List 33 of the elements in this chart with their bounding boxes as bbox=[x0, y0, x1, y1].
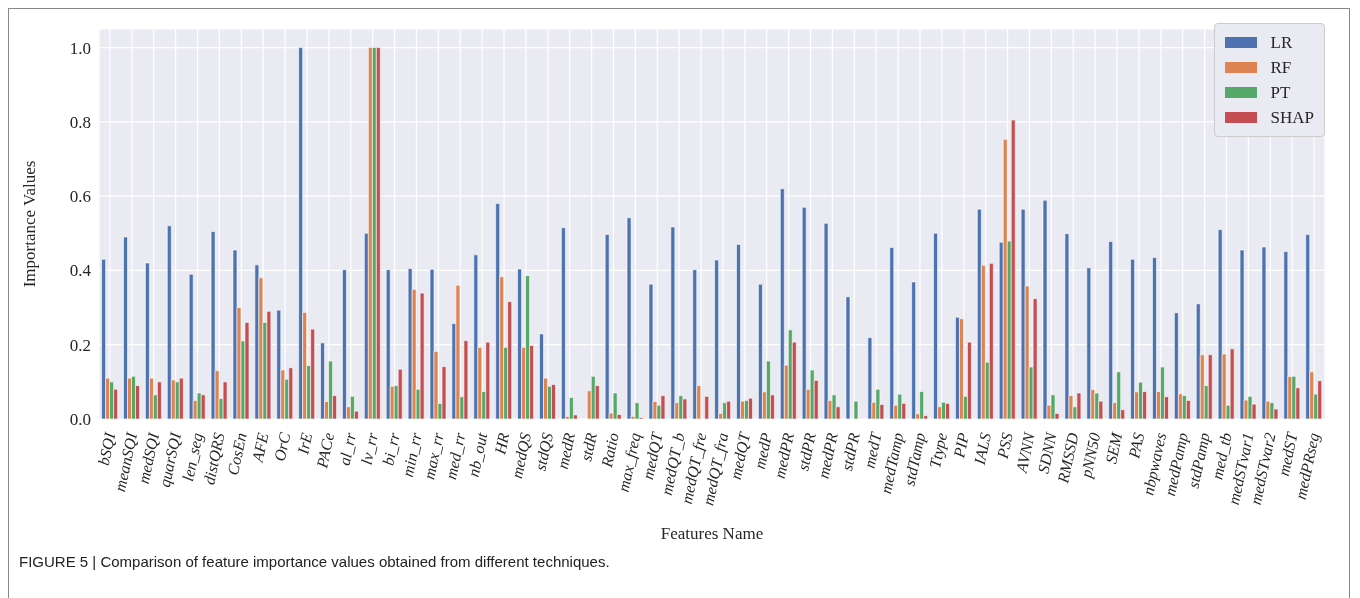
x-tick-label: pNN50 bbox=[1077, 431, 1105, 481]
legend-label: SHAP bbox=[1270, 107, 1314, 128]
y-tick-label: 0.8 bbox=[69, 112, 91, 132]
x-tick-label: SEM bbox=[1102, 429, 1126, 466]
y-tick-label: 0.6 bbox=[69, 187, 91, 207]
x-tick-label: PIP bbox=[950, 431, 973, 461]
x-tick-label: OrC bbox=[270, 430, 294, 463]
x-tick-label: PACe bbox=[313, 431, 338, 471]
x-tick-label: PAS bbox=[1125, 431, 1148, 461]
x-tick-label: IrE bbox=[294, 431, 316, 457]
caption: FIGURE 5 | Comparison of feature importance values obtained from different techniques. bbox=[19, 553, 611, 570]
x-axis-title: Features Name bbox=[660, 524, 764, 543]
x-tick-label: Ratio bbox=[597, 431, 622, 470]
x-tick-label: stdPR bbox=[838, 431, 863, 473]
x-tick-label: stdPR bbox=[794, 431, 819, 473]
x-tick-label: AFE bbox=[248, 431, 272, 465]
y-tick-label: 0.0 bbox=[69, 410, 91, 430]
x-tick-label: bSQI bbox=[94, 430, 119, 467]
legend-label: RF bbox=[1270, 57, 1292, 78]
legend-label: PT bbox=[1270, 82, 1291, 103]
x-tick-label: lv_rr bbox=[357, 430, 382, 467]
y-tick-label: 0.4 bbox=[69, 261, 92, 281]
y-tick-label: 0.2 bbox=[69, 335, 91, 355]
y-axis-title: Importance Values bbox=[20, 160, 40, 288]
x-tick-label: bi_rr bbox=[379, 430, 404, 467]
x-tick-label: stdR bbox=[577, 431, 600, 463]
x-tick-label: IALS bbox=[970, 431, 994, 468]
y-tick-label: 1.0 bbox=[69, 38, 91, 58]
legend-label: LR bbox=[1270, 32, 1293, 53]
x-tick-label: medT bbox=[860, 430, 885, 470]
x-tick-label: CosEn bbox=[224, 431, 250, 477]
x-tick-label: HR bbox=[491, 431, 513, 457]
x-tick-label: al_rr bbox=[335, 430, 360, 467]
